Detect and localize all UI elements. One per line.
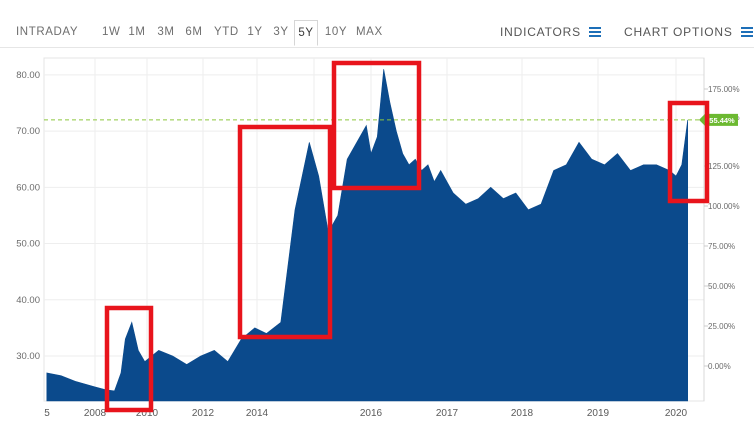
x-tick-label: 2020 (665, 408, 688, 419)
y-left-tick-label: 60.00 (16, 182, 40, 193)
x-tick-label: 2016 (360, 408, 383, 419)
y-right-tick-label: 125.00% (708, 162, 740, 171)
x-tick-label: 2010 (136, 408, 159, 419)
y-left-tick-label: 50.00 (16, 239, 40, 250)
range-button-intraday[interactable]: INTRADAY (16, 26, 79, 38)
chart-options-button[interactable]: CHART OPTIONS (624, 20, 753, 44)
highlight-box-2014 (237, 124, 333, 340)
y-right-tick-label: 0.00% (708, 362, 731, 371)
range-button-1w[interactable]: 1W (102, 26, 121, 38)
highlight-box-2020 (667, 100, 710, 204)
chart-toolbar: INTRADAY 1W 1M 3M 6M YTD 1Y 3Y 5Y 10Y MAX INDICATO… (0, 0, 754, 48)
y-left-tick-label: 70.00 (16, 126, 40, 137)
range-button-1m[interactable]: 1M (128, 26, 146, 38)
highlight-box-2008 (104, 305, 154, 413)
y-right-tick-label: 100.00% (708, 202, 740, 211)
range-button-max[interactable]: MAX (356, 26, 383, 38)
range-button-1y[interactable]: 1Y (247, 26, 263, 38)
hamburger-icon (589, 27, 602, 37)
x-tick-label: 5 (44, 408, 50, 419)
y-right-tick-label: 50.00% (708, 282, 735, 291)
range-button-6m[interactable]: 6M (185, 26, 203, 38)
x-tick-label: 2012 (192, 408, 215, 419)
range-button-3y[interactable]: 3Y (273, 26, 289, 38)
y-left-tick-label: 80.00 (16, 70, 40, 81)
y-right-tick-label: 175.00% (708, 85, 740, 94)
hamburger-icon (740, 27, 753, 37)
range-button-ytd[interactable]: YTD (214, 26, 239, 38)
chart-options-label: CHART OPTIONS (624, 25, 733, 39)
x-tick-label: 2018 (511, 408, 534, 419)
current-value-tag-label: 55.44% (709, 116, 735, 125)
chart-svg: 80.0070.0060.0050.0040.0030.00175.00%150… (16, 57, 740, 419)
highlight-box-2016 (331, 60, 422, 191)
y-left-tick-label: 30.00 (16, 351, 40, 362)
y-left-tick-label: 40.00 (16, 295, 40, 306)
x-tick-label: 2017 (436, 408, 459, 419)
indicators-button[interactable]: INDICATORS (500, 20, 602, 44)
range-button-5y[interactable]: 5Y (294, 20, 318, 46)
y-right-tick-label: 75.00% (708, 242, 735, 251)
toolbar-divider (0, 47, 754, 48)
x-tick-label: 2014 (246, 408, 269, 419)
price-area-series (46, 69, 688, 402)
range-button-10y[interactable]: 10Y (324, 26, 348, 38)
x-tick-label: 2019 (587, 408, 610, 419)
indicators-label: INDICATORS (500, 25, 581, 39)
price-chart[interactable]: 80.0070.0060.0050.0040.0030.00175.00%150… (0, 48, 754, 435)
y-right-tick-label: 25.00% (708, 322, 735, 331)
x-tick-label: 2008 (84, 408, 107, 419)
range-button-3m[interactable]: 3M (157, 26, 175, 38)
